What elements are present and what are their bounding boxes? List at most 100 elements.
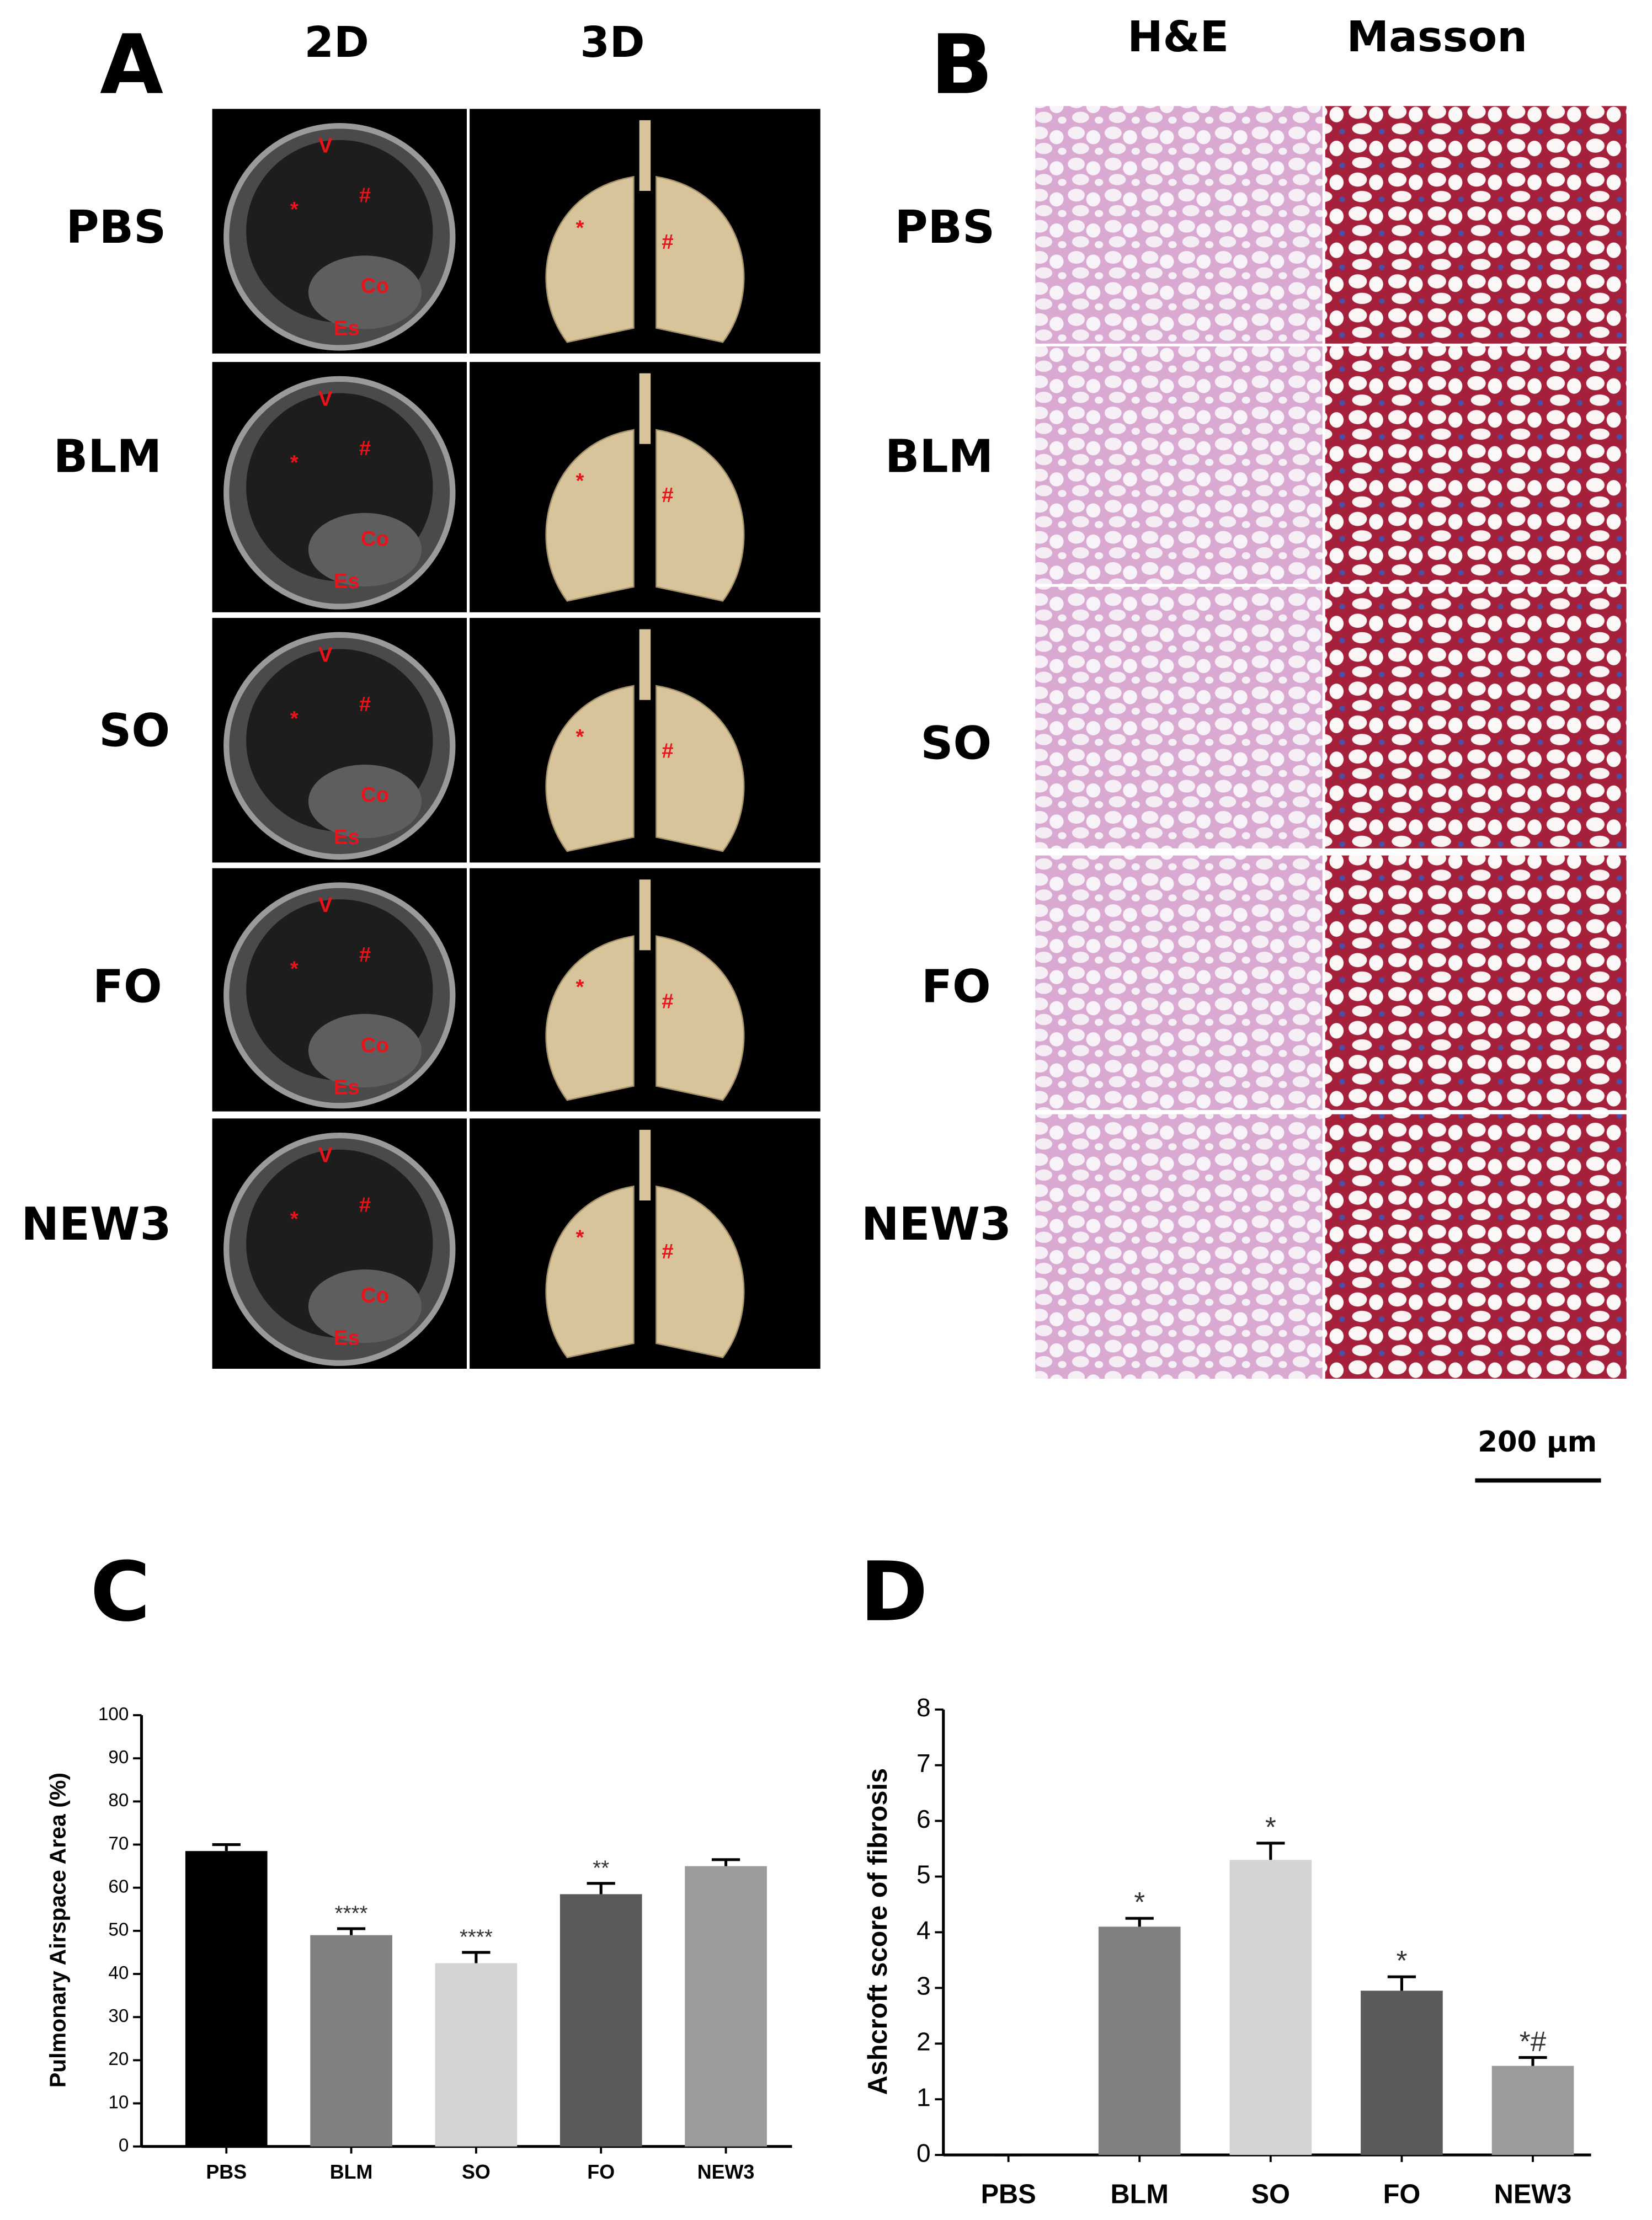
he-image — [1035, 586, 1323, 848]
panel-letter: C — [90, 1545, 150, 1640]
ct-label: Es — [334, 825, 360, 849]
y-tick-label: 80 — [108, 1790, 129, 1811]
row-label: BLM — [885, 430, 993, 483]
x-tick-label: NEW3 — [1494, 2179, 1572, 2209]
masson-image — [1325, 1114, 1627, 1379]
x-tick-label: PBS — [206, 2161, 247, 2183]
render-label: # — [662, 483, 673, 507]
ct-label: # — [359, 1193, 371, 1216]
row-label: NEW3 — [861, 1198, 1011, 1251]
y-tick-label: 3 — [916, 1972, 931, 2000]
y-tick-label: 1 — [916, 2083, 931, 2111]
row-label: FO — [921, 961, 991, 1013]
bar — [1098, 1927, 1181, 2155]
x-tick-label: NEW3 — [697, 2161, 755, 2183]
ct-label: V — [318, 1144, 333, 1167]
render-label: # — [662, 230, 673, 254]
ct-heart — [308, 1269, 422, 1343]
x-tick-label: FO — [587, 2161, 615, 2183]
lung-left — [545, 935, 635, 1101]
lung-left — [545, 685, 635, 852]
y-tick-label: 0 — [916, 2138, 931, 2167]
x-tick-label: PBS — [981, 2179, 1036, 2209]
ct-label: * — [290, 451, 299, 474]
y-tick-label: 70 — [108, 1833, 129, 1854]
ct-label: Es — [334, 1326, 360, 1349]
ct-label: # — [359, 692, 371, 716]
y-tick-label: 7 — [916, 1749, 931, 1778]
bar — [1361, 1990, 1443, 2155]
render-label: * — [576, 725, 584, 749]
ct-label: # — [359, 943, 371, 967]
row-label: SO — [99, 705, 170, 757]
y-tick-label: 30 — [108, 2006, 129, 2026]
x-tick-label: BLM — [330, 2161, 373, 2183]
lung-right — [656, 175, 745, 343]
panel-letter: A — [100, 18, 163, 113]
scale-bar-label: 200 µm — [1478, 1426, 1597, 1459]
ct-label: V — [318, 893, 333, 917]
lung-right — [656, 429, 745, 602]
ct-label: Es — [334, 569, 360, 593]
render-label: * — [576, 975, 584, 999]
y-tick-label: 8 — [916, 1693, 931, 1722]
ct-heart — [308, 764, 422, 839]
row-label: SO — [920, 718, 992, 770]
y-axis-label: Pulmonary Airspace Area (%) — [45, 1773, 71, 2088]
annotation: **** — [335, 1901, 368, 1925]
ct-label: * — [290, 1207, 299, 1231]
bar — [1229, 1860, 1312, 2155]
render-label: # — [662, 739, 673, 763]
he-image — [1035, 346, 1323, 584]
lung-right — [656, 935, 745, 1101]
ct-label: V — [318, 387, 333, 411]
annotation: * — [1396, 1945, 1407, 1976]
y-tick-label: 0 — [119, 2136, 129, 2156]
ct-heart — [308, 1013, 422, 1087]
masson-image — [1325, 346, 1627, 584]
y-tick-label: 60 — [108, 1876, 129, 1897]
x-tick-label: BLM — [1110, 2179, 1168, 2209]
lung-right — [656, 685, 745, 852]
render-label: * — [576, 216, 584, 239]
lung-left — [545, 175, 635, 343]
lung-right — [656, 1185, 745, 1358]
y-tick-label: 20 — [108, 2049, 129, 2069]
row-label: NEW3 — [21, 1198, 171, 1251]
y-tick-label: 6 — [916, 1805, 931, 1833]
ct-label: # — [359, 436, 371, 460]
annotation: * — [1134, 1886, 1145, 1918]
masson-image — [1325, 586, 1627, 848]
ct-label: * — [290, 707, 299, 730]
x-tick-label: SO — [1251, 2179, 1290, 2209]
bar — [185, 1851, 268, 2147]
y-tick-label: 2 — [916, 2027, 931, 2056]
he-image — [1035, 106, 1323, 344]
render-label: * — [576, 1225, 584, 1249]
ct-label: Es — [334, 316, 360, 340]
annotation: * — [1265, 1811, 1276, 1843]
ct-label: V — [318, 134, 333, 158]
column-header: 2D — [305, 18, 369, 67]
ct-heart — [308, 255, 422, 329]
annotation: **** — [460, 1925, 493, 1949]
x-tick-label: SO — [462, 2161, 491, 2183]
ct-label: * — [290, 957, 299, 980]
y-tick-label: 5 — [916, 1860, 931, 1889]
x-tick-label: FO — [1383, 2179, 1421, 2209]
y-axis-label: Ashcroft score of fibrosis — [863, 1768, 893, 2095]
row-label: PBS — [66, 201, 167, 254]
annotation: ** — [593, 1856, 609, 1880]
column-header: 3D — [580, 18, 644, 67]
masson-image — [1325, 855, 1627, 1110]
ct-label: Es — [334, 1076, 360, 1100]
ct-label: Co — [361, 1283, 389, 1307]
masson-image — [1325, 106, 1627, 344]
render-label: # — [662, 989, 673, 1013]
lung-left — [545, 1185, 635, 1358]
he-image — [1035, 1114, 1323, 1379]
annotation: *# — [1520, 2025, 1547, 2057]
panel-letter: B — [930, 18, 993, 113]
row-label: BLM — [54, 430, 162, 483]
